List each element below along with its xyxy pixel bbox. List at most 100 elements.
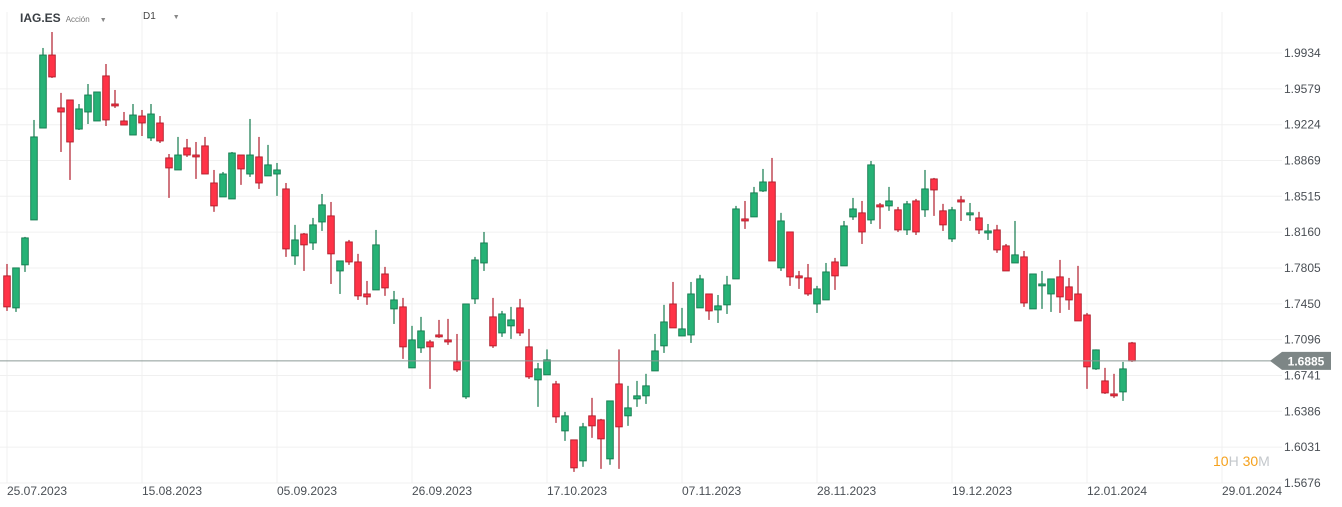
candle-bullish [390, 290, 398, 324]
candle-bearish [1128, 341, 1136, 362]
candle-bullish [30, 119, 38, 221]
candle-bullish [471, 256, 479, 304]
candle-bullish [1092, 349, 1100, 370]
candle-body [336, 260, 344, 272]
candles [3, 31, 1136, 472]
candle-bullish [813, 285, 821, 313]
candle-body [1074, 293, 1082, 322]
candle-body [147, 113, 155, 139]
candle-body [831, 261, 839, 277]
candle-bullish [93, 91, 101, 122]
candle-bearish [975, 211, 983, 234]
candle-bearish [120, 111, 128, 126]
y-tick-label: 1.7096 [1284, 333, 1321, 347]
candle-body [858, 212, 866, 233]
candle-bearish [444, 318, 452, 345]
candle-bullish [372, 229, 380, 291]
candle-body [1038, 283, 1046, 287]
candle-body [1002, 245, 1010, 272]
candle-bullish [759, 168, 767, 192]
candle-bullish [579, 422, 587, 467]
candle-body [3, 275, 11, 308]
candle-body [444, 339, 452, 343]
candle-body [552, 383, 560, 418]
candle-body [1047, 278, 1055, 295]
candle-body [219, 173, 227, 198]
candle-bearish [381, 266, 389, 296]
candle-bearish [57, 92, 65, 152]
candle-bearish [669, 281, 677, 329]
candle-body [102, 75, 110, 121]
candle-bullish [291, 224, 299, 265]
symbol-name: IAG.ES [20, 11, 61, 25]
candle-body [30, 136, 38, 221]
candle-bullish [750, 186, 758, 218]
candle-body [48, 54, 56, 78]
candle-bullish [633, 380, 641, 407]
candle-body [174, 154, 182, 171]
candle-bearish [939, 203, 947, 231]
y-tick-label: 1.6386 [1284, 404, 1321, 418]
candle-body [885, 200, 893, 207]
candle-bullish [498, 310, 506, 337]
y-tick-label: 1.9934 [1284, 46, 1321, 60]
candle-bearish [831, 257, 839, 290]
grid [0, 12, 1282, 484]
candle-body [462, 303, 470, 398]
candle-bearish [786, 231, 794, 286]
x-tick-label: 15.08.2023 [142, 484, 202, 498]
y-tick-label: 1.8869 [1284, 154, 1321, 168]
candle-bearish [156, 116, 164, 143]
candle-bullish [849, 197, 857, 220]
candle-bullish [408, 325, 416, 369]
candle-body [111, 103, 119, 107]
y-axis: 1.9934 1.9579 1.9224 1.8869 1.8515 1.8160 1.78… [1284, 46, 1321, 490]
x-tick-label: 05.09.2023 [277, 484, 337, 498]
price-tag-label: 1.6885 [1288, 354, 1325, 368]
candle-bullish [696, 274, 704, 309]
candle-body [1128, 342, 1136, 362]
candle-bullish [21, 236, 29, 272]
candle-body [507, 319, 515, 327]
candle-body [768, 181, 776, 262]
candle-body [183, 147, 191, 156]
candle-body [264, 164, 272, 177]
x-tick-label: 12.01.2024 [1087, 484, 1147, 498]
candle-body [930, 178, 938, 191]
y-tick-label: 1.6741 [1284, 368, 1321, 382]
candle-body [318, 204, 326, 223]
candle-body [579, 426, 587, 462]
timeframe-selector[interactable]: D1 ▼ [143, 11, 180, 27]
y-tick-label: 1.7805 [1284, 261, 1321, 275]
candle-body [606, 400, 614, 460]
candle-body [309, 224, 317, 244]
candle-bullish [678, 307, 686, 337]
symbol-selector[interactable]: IAG.ES Acción ▼ [20, 11, 107, 27]
candle-bearish [192, 141, 200, 179]
candle-body [849, 208, 857, 218]
candle-body [255, 156, 263, 184]
x-tick-label: 25.07.2023 [7, 484, 67, 498]
candle-body [876, 204, 884, 208]
candle-body [165, 157, 173, 169]
candle-body [786, 231, 794, 278]
candle-body [633, 395, 641, 400]
y-tick-label: 1.9579 [1284, 82, 1321, 96]
candle-body [192, 154, 200, 158]
candle-body [300, 233, 308, 246]
candle-bearish [102, 64, 110, 127]
x-tick-label: 28.11.2023 [817, 484, 876, 498]
candle-bullish [903, 200, 911, 235]
candle-bullish [840, 220, 848, 267]
candle-body [984, 230, 992, 234]
candle-body [561, 415, 569, 432]
candle-bullish [39, 47, 47, 129]
candle-bullish [1038, 270, 1046, 309]
candle-body [912, 200, 920, 233]
candle-bullish [75, 103, 83, 130]
candle-bullish [507, 306, 515, 339]
candle-body [399, 306, 407, 348]
candle-body [903, 203, 911, 231]
candle-body [588, 415, 596, 427]
